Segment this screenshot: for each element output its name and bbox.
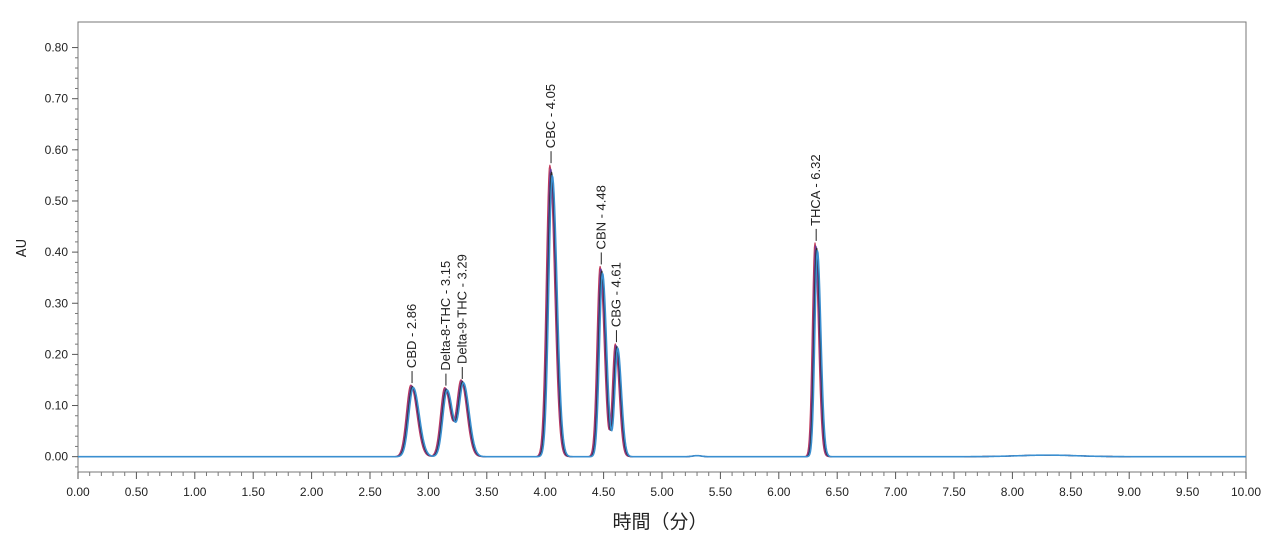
x-tick-label: 8.00 [1001,485,1025,499]
x-tick-label: 0.00 [66,485,90,499]
y-tick-label: 0.20 [45,347,69,361]
x-tick-label: 7.50 [942,485,966,499]
peak-label: CBN - 4.48 [593,185,608,249]
x-tick-label: 10.00 [1231,485,1261,499]
x-axis-title: 時間（分） [612,511,707,533]
x-tick-label: 3.50 [475,485,499,499]
y-tick-label: 0.30 [45,296,69,310]
trace-line [77,164,1247,458]
x-tick-label: 9.50 [1176,485,1200,499]
x-tick-label: 3.00 [417,485,441,499]
peak-label: Delta-8-THC - 3.15 [438,261,453,371]
x-tick-label: 6.50 [826,485,850,499]
peak-label: CBD - 2.86 [404,304,419,368]
y-axis: 0.00 0.10 0.20 0.30 0.40 0.50 0.60 0.70 0.80 [45,41,78,468]
y-tick-label: 0.10 [45,399,69,413]
trace-line [77,171,1247,458]
y-tick-label: 0.50 [45,194,69,208]
x-tick-label: 8.50 [1059,485,1083,499]
plot-frame [77,21,1247,473]
y-axis-title: AU [15,239,30,257]
x-tick-label: 0.50 [125,485,149,499]
x-tick-label: 5.50 [709,485,733,499]
y-tick-label: 0.60 [45,143,69,157]
trace-line [77,174,1247,458]
y-tick-label: 0.70 [45,92,69,106]
trace-line [77,168,1247,458]
y-tick-label: 0.80 [45,41,69,55]
x-tick-label: 9.00 [1118,485,1142,499]
peak-label: THCA - 6.32 [808,154,823,226]
peak-label: CBC - 4.05 [543,84,558,148]
peak-labels: CBD - 2.86 Delta-8-THC - 3.15 Delta-9-THC … [404,84,823,386]
x-tick-label: 2.00 [300,485,324,499]
x-tick-label: 2.50 [358,485,382,499]
x-tick-label: 5.00 [650,485,674,499]
x-tick-label: 6.00 [767,485,791,499]
series-layer [77,164,1247,458]
x-tick-label: 1.00 [183,485,207,499]
y-tick-label: 0.00 [45,450,69,464]
peak-label: Delta-9-THC - 3.29 [454,254,469,364]
x-tick-label: 7.00 [884,485,908,499]
x-tick-label: 4.00 [534,485,558,499]
peak-label: CBG - 4.61 [608,262,623,327]
x-axis: 0.00 0.50 1.00 1.50 2.00 2.50 3.00 3.50 4.00 4.50… [66,472,1261,499]
x-tick-label: 4.50 [592,485,616,499]
x-tick-label: 1.50 [242,485,266,499]
y-tick-label: 0.40 [45,245,69,259]
